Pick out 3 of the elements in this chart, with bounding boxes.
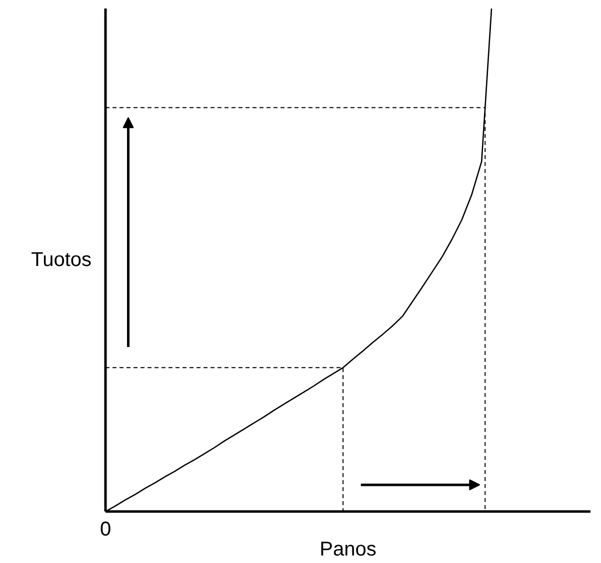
x-axis-title: Panos bbox=[320, 538, 376, 560]
y-axis-title: Tuotos bbox=[31, 249, 92, 271]
text: 0 bbox=[100, 518, 112, 540]
